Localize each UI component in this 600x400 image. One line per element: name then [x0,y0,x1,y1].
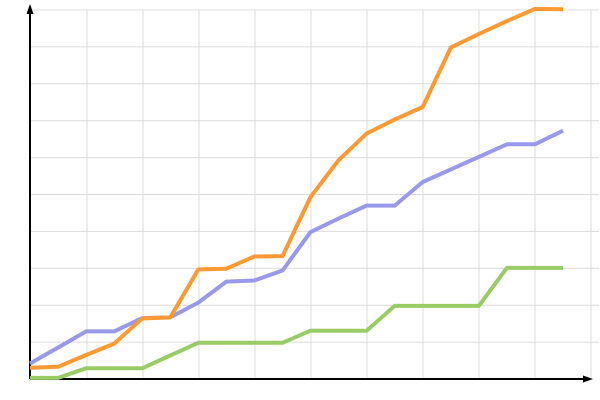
data-series [29,6,564,380]
y-axis-arrow-icon [26,4,34,14]
purple-series-line [29,128,564,366]
green-series-line [30,265,563,380]
axes [26,4,593,383]
x-axis-arrow-icon [583,375,593,383]
orange-series-line [29,6,564,370]
gridlines [31,9,599,379]
